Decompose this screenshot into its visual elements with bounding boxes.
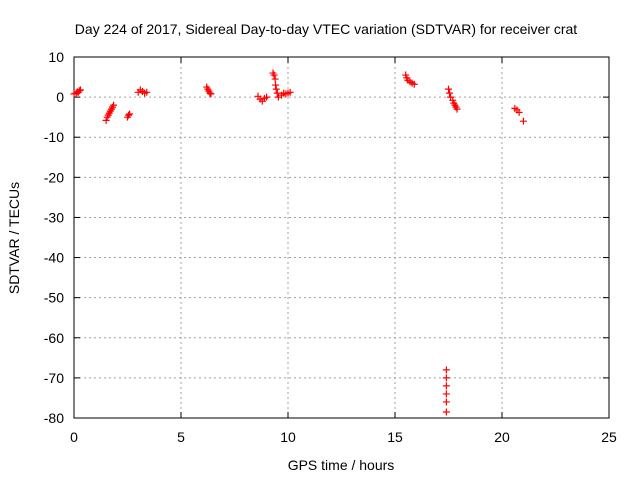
data-point — [272, 81, 280, 89]
data-point — [410, 80, 418, 88]
data-point — [143, 88, 151, 96]
y-tick-label: -70 — [44, 370, 64, 386]
y-tick-label: 0 — [56, 89, 64, 105]
y-tick-label: -40 — [44, 250, 64, 266]
data-point — [206, 89, 214, 97]
data-point — [207, 90, 215, 98]
data-point — [125, 111, 133, 119]
data-point — [442, 398, 450, 406]
data-point — [442, 408, 450, 416]
x-tick-labels: 0 5 10 15 20 25 — [70, 429, 617, 445]
y-tick-label: -30 — [44, 209, 64, 225]
data-point — [263, 93, 271, 101]
y-tick-label: 10 — [48, 49, 64, 65]
data-point — [110, 101, 118, 109]
data-points — [70, 69, 527, 416]
y-axis-label: SDTVAR / TECUs — [6, 182, 22, 294]
x-axis-label: GPS time / hours — [288, 457, 395, 473]
data-point — [442, 374, 450, 382]
y-tick-label: -80 — [44, 410, 64, 426]
y-tick-label: -50 — [44, 290, 64, 306]
plot-frame — [73, 56, 610, 419]
data-point — [102, 116, 110, 124]
x-tick-label: 20 — [494, 429, 510, 445]
data-point — [271, 75, 279, 83]
data-point — [75, 87, 83, 95]
data-point — [286, 88, 294, 96]
y-tick-label: -60 — [44, 330, 64, 346]
data-point — [446, 89, 454, 97]
data-point — [519, 117, 527, 125]
x-tick-label: 0 — [70, 429, 78, 445]
data-point — [453, 105, 461, 113]
data-point — [272, 85, 280, 93]
data-point — [515, 108, 523, 116]
y-tick-label: -20 — [44, 169, 64, 185]
x-tick-label: 5 — [177, 429, 185, 445]
axis-ticks — [73, 56, 610, 419]
data-point — [270, 71, 278, 79]
y-tick-labels: 10 0 -10 -20 -30 -40 -50 -60 -70 -80 — [44, 49, 64, 426]
data-point — [442, 390, 450, 398]
x-tick-label: 15 — [387, 429, 403, 445]
data-point — [76, 86, 84, 94]
data-point — [442, 382, 450, 390]
y-tick-label: -10 — [44, 129, 64, 145]
data-point — [126, 110, 134, 118]
data-point — [445, 85, 452, 93]
chart-title: Day 224 of 2017, Sidereal Day-to-day VTE… — [75, 21, 577, 37]
data-point — [442, 366, 450, 374]
grid — [74, 57, 609, 418]
x-tick-label: 25 — [601, 429, 617, 445]
x-tick-label: 10 — [280, 429, 296, 445]
data-point — [273, 89, 281, 97]
